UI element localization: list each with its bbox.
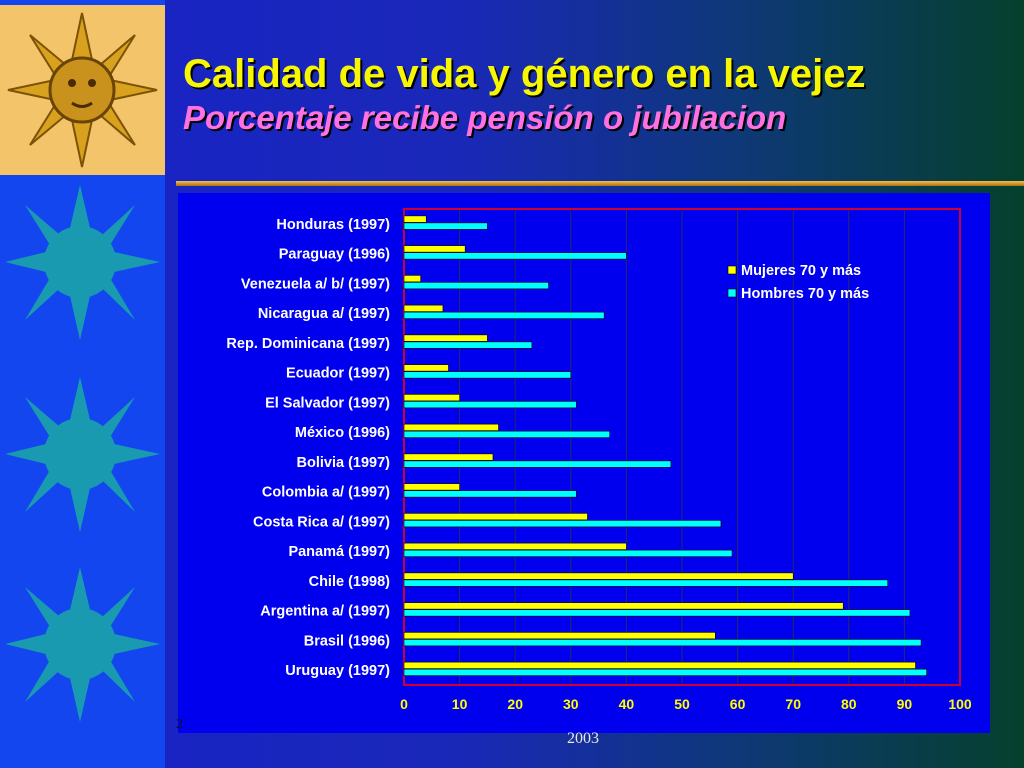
category-label: México (1996) (295, 425, 390, 441)
bar-hombres (403, 371, 572, 379)
legend-swatch (727, 265, 737, 275)
bar-mujeres (403, 602, 844, 610)
bar-hombres (403, 609, 911, 617)
legend-label: Mujeres 70 y más (741, 263, 861, 279)
decorative-sidebar (0, 0, 165, 768)
sun-face-logo (0, 5, 165, 175)
bar-mujeres (403, 245, 466, 253)
bar-mujeres (403, 215, 427, 223)
bar-hombres (403, 639, 922, 647)
x-tick-label: 30 (563, 696, 579, 712)
bar-mujeres (403, 364, 449, 372)
x-tick-label: 60 (730, 696, 746, 712)
footer-year: 2003 (567, 730, 599, 747)
bar-mujeres (403, 423, 499, 431)
bar-mujeres (403, 542, 627, 550)
bar-hombres (403, 430, 611, 438)
bar-hombres (403, 490, 577, 498)
category-label: Bolivia (1997) (297, 455, 391, 471)
plot-area-border (403, 208, 961, 686)
category-label: Chile (1998) (309, 574, 391, 590)
bar-mujeres (403, 661, 916, 669)
x-tick-label: 70 (785, 696, 801, 712)
pension-bar-chart: 0 10 20 30 40 50 60 70 80 90 100 Honduras (1997) Par… (178, 193, 990, 733)
category-label: Honduras (1997) (276, 217, 390, 233)
category-label: Colombia a/ (1997) (262, 485, 390, 501)
category-label: Rep. Dominicana (1997) (226, 336, 390, 352)
bar-hombres (403, 311, 605, 319)
bar-mujeres (403, 275, 421, 283)
category-label: Brasil (1996) (304, 633, 390, 649)
sun-star-icon (0, 562, 165, 727)
x-tick-label: 100 (948, 696, 972, 712)
x-tick-label: 90 (897, 696, 913, 712)
bar-hombres (403, 222, 488, 230)
bar-hombres (403, 579, 889, 587)
x-tick-label: 0 (400, 696, 408, 712)
bar-mujeres (403, 453, 494, 461)
bar-mujeres (403, 334, 488, 342)
footer-page-number: 2 (176, 717, 183, 732)
bar-hombres (403, 252, 627, 260)
bar-hombres (403, 520, 722, 528)
bar-mujeres (403, 483, 460, 491)
bar-mujeres (403, 304, 444, 312)
category-label: Ecuador (1997) (286, 366, 390, 382)
x-tick-label: 40 (619, 696, 635, 712)
category-label: Paraguay (1996) (279, 247, 390, 263)
slide-title: Calidad de vida y género en la vejez (183, 52, 866, 96)
bar-mujeres (403, 572, 794, 580)
category-label: Uruguay (1997) (285, 663, 390, 679)
bar-mujeres (403, 632, 716, 640)
category-label: Nicaragua a/ (1997) (258, 306, 390, 322)
bar-hombres (403, 401, 577, 409)
bar-mujeres (403, 513, 588, 521)
sun-star-icon (0, 372, 165, 537)
x-tick-label: 20 (507, 696, 523, 712)
sun-star-icon (0, 180, 165, 345)
slide-subtitle: Porcentaje recibe pensión o jubilacion (183, 99, 787, 136)
category-label: Costa Rica a/ (1997) (253, 514, 390, 530)
category-label: Argentina a/ (1997) (260, 604, 390, 620)
bar-hombres (403, 668, 927, 676)
bar-hombres (403, 549, 733, 557)
legend-label: Hombres 70 y más (741, 286, 869, 302)
category-label: Venezuela a/ b/ (1997) (241, 276, 390, 292)
category-label: Panamá (1997) (288, 544, 390, 560)
title-divider (176, 181, 1024, 186)
bar-hombres (403, 282, 549, 290)
category-label: El Salvador (1997) (265, 395, 390, 411)
bar-hombres (403, 460, 672, 468)
bar-mujeres (403, 394, 460, 402)
x-tick-label: 80 (841, 696, 857, 712)
title-area: Calidad de vida y género en la vejez Por… (183, 50, 1003, 138)
legend-swatch (727, 288, 737, 298)
bar-hombres (403, 341, 533, 349)
x-tick-label: 10 (452, 696, 468, 712)
x-tick-label: 50 (674, 696, 690, 712)
